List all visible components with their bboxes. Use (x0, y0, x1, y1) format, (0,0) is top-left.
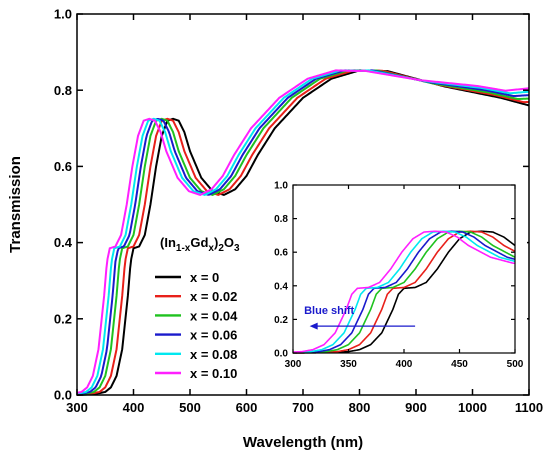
y-tick-label: 0.6 (54, 159, 72, 174)
series-line-x-0-08 (292, 230, 516, 354)
series-line-x-0-06 (292, 230, 516, 354)
legend-title-subscript: 1-x (176, 243, 191, 254)
series-line-x-0-04 (76, 69, 530, 396)
legend-title: (In1-xGdx)2O3 (160, 235, 240, 254)
inset-x-tick-label: 450 (451, 359, 468, 370)
main-plot: 300 400 500 600 700 800 900 1000 1100 0.0 0.2 0.4 0.… (7, 7, 543, 451)
inset-y-tick-label: 0.6 (274, 248, 288, 259)
legend-title-part: (In (160, 235, 176, 250)
legend-title-subscript: 3 (234, 243, 240, 254)
y-tick-label: 0.0 (54, 388, 72, 403)
inset-x-tick-label: 300 (285, 359, 302, 370)
blue-shift-arrowhead (309, 322, 318, 330)
series-line-x-0-10 (76, 69, 530, 394)
x-tick-label: 1100 (515, 400, 543, 415)
x-tick-label: 400 (123, 400, 145, 415)
x-tick-label: 600 (236, 400, 258, 415)
inset-y-tick-label: 0.0 (274, 349, 288, 360)
legend-entry-label: x = 0.10 (190, 366, 237, 381)
legend-title-part: Gd (190, 235, 208, 250)
x-tick-label: 800 (349, 400, 371, 415)
series-line-x-0-04 (292, 230, 516, 354)
series-line-x-0-10 (292, 230, 516, 353)
inset-y-tick-label: 0.8 (274, 214, 288, 225)
x-tick-label: 900 (405, 400, 427, 415)
legend-entry-label: x = 0.08 (190, 347, 237, 362)
legend-entry-label: x = 0.02 (190, 289, 237, 304)
inset-y-tick-label: 1.0 (274, 181, 288, 192)
y-tick-label: 1.0 (54, 7, 72, 22)
y-tick-label: 0.2 (54, 311, 72, 326)
x-axis-label: Wavelength (nm) (243, 434, 363, 451)
legend-entry-label: x = 0.06 (190, 328, 237, 343)
legend-entry-label: x = 0.04 (190, 308, 238, 323)
series-line-x-0-02 (292, 230, 516, 354)
legend-title-part: ) (214, 235, 218, 250)
inset-x-tick-label: 350 (340, 359, 357, 370)
y-axis-label: Transmission (7, 156, 24, 253)
inset-y-tick-label: 0.4 (274, 281, 288, 292)
inset-x-tick-label: 400 (396, 359, 413, 370)
y-tick-label: 0.8 (54, 83, 72, 98)
y-tick-label: 0.4 (54, 235, 73, 250)
x-tick-label: 700 (292, 400, 314, 415)
series-line-x-0-06 (76, 69, 530, 396)
legend-title-subscript: x (208, 243, 214, 254)
legend-entry-label: x = 0 (190, 270, 219, 285)
inset-x-tick-label: 500 (507, 359, 524, 370)
inset-plot: 300 350 400 450 500 0.0 0.2 0.4 0.6 0.8 1.0 Blue sh… (259, 179, 527, 379)
legend-title-subscript: 2 (218, 243, 224, 254)
legend: (In1-xGdx)2O3 x = 0 x = 0.02 x = 0.04 x = 0.… (155, 235, 240, 381)
x-tick-label: 500 (179, 400, 201, 415)
legend-title-part: O (224, 235, 234, 250)
inset-background (259, 179, 527, 379)
inset-y-tick-label: 0.2 (274, 315, 288, 326)
x-tick-label: 300 (66, 400, 88, 415)
blue-shift-label: Blue shift (304, 305, 354, 317)
x-tick-label: 1000 (458, 400, 487, 415)
